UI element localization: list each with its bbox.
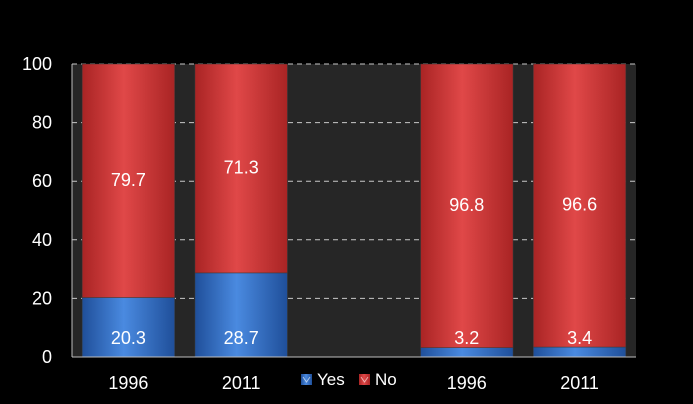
data-label-no-1: 71.3 xyxy=(224,157,259,177)
y-axis: 0 20 40 60 80 100 xyxy=(22,54,73,367)
data-label-no-0: 79.7 xyxy=(111,170,146,190)
legend: Yes No xyxy=(301,370,397,389)
y-tick-label: 40 xyxy=(32,230,52,250)
bar-yes-3 xyxy=(420,347,514,358)
bar-no-3 xyxy=(420,63,514,348)
bar-yes-1 xyxy=(194,272,288,358)
legend-marker-icon xyxy=(302,376,311,383)
bar-no-4 xyxy=(533,63,627,348)
x-tick-label: 1996 xyxy=(108,373,148,393)
x-axis: 1996 2011 1996 2011 xyxy=(72,356,636,393)
legend-marker-icon xyxy=(360,376,369,383)
data-label-yes-4: 3.4 xyxy=(567,328,592,348)
data-label-yes-0: 20.3 xyxy=(111,328,146,348)
y-tick-label: 0 xyxy=(42,347,52,367)
y-tick-label: 80 xyxy=(32,113,52,133)
x-tick-label: 2011 xyxy=(560,373,599,393)
data-label-yes-3: 3.2 xyxy=(454,328,479,348)
bar-no-0 xyxy=(81,63,175,298)
legend-label-no: No xyxy=(375,370,397,389)
bar-yes-4 xyxy=(533,346,627,358)
data-label-yes-1: 28.7 xyxy=(224,328,259,348)
y-tick-label: 100 xyxy=(22,54,52,74)
data-labels: 20.3 79.7 28.7 71.3 3.2 96.8 3.4 96.6 xyxy=(111,157,597,348)
legend-swatch-no xyxy=(359,374,370,385)
bar-no-1 xyxy=(194,63,288,274)
bar-yes-0 xyxy=(81,297,175,358)
x-tick-label: 1996 xyxy=(447,373,487,393)
x-tick-label: 2011 xyxy=(222,373,261,393)
legend-swatch-yes xyxy=(301,374,312,385)
y-tick-label: 20 xyxy=(32,288,52,308)
data-label-no-3: 96.8 xyxy=(449,195,484,215)
data-label-no-4: 96.6 xyxy=(562,195,597,215)
bars xyxy=(81,63,627,358)
y-tick-label: 60 xyxy=(32,171,52,191)
legend-label-yes: Yes xyxy=(317,370,345,389)
